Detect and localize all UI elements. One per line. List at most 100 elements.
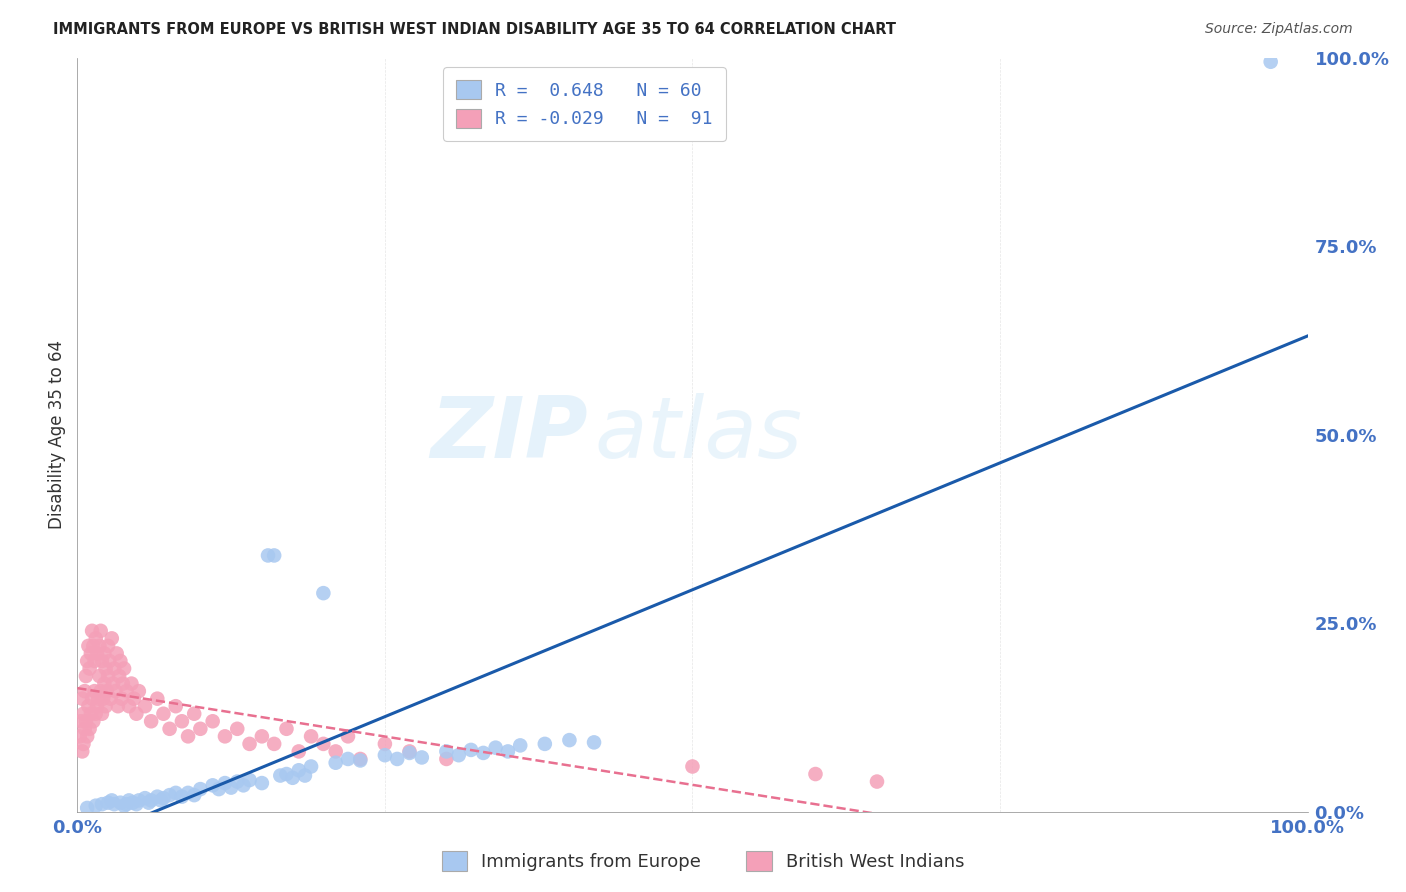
Point (170, 789, 193, 804)
Point (94, 661, 117, 675)
Point (128, 684, 150, 698)
Point (82, 624, 104, 638)
Point (111, 691, 132, 706)
Point (141, 793, 163, 807)
Point (82, 691, 104, 706)
Point (97, 796, 120, 810)
Point (183, 706, 205, 721)
Point (239, 737, 262, 751)
Point (90, 684, 112, 698)
Point (299, 730, 322, 744)
Point (349, 752, 371, 766)
Point (101, 632, 124, 646)
Point (325, 756, 347, 770)
Point (128, 793, 150, 807)
Legend: Immigrants from Europe, British West Indians: Immigrants from Europe, British West Ind… (434, 844, 972, 879)
Point (82, 639, 104, 653)
Point (325, 744, 347, 758)
Point (276, 722, 298, 736)
Text: Source: ZipAtlas.com: Source: ZipAtlas.com (1205, 22, 1353, 37)
Point (86, 699, 108, 714)
Point (75, 714, 97, 729)
Y-axis label: Disability Age 35 to 64: Disability Age 35 to 64 (48, 341, 66, 529)
Point (110, 796, 132, 810)
Point (115, 797, 138, 812)
Point (201, 778, 224, 792)
Point (90, 797, 114, 812)
Point (374, 748, 396, 763)
Point (121, 676, 143, 690)
Point (177, 786, 200, 800)
Point (108, 669, 131, 683)
Point (84, 706, 107, 721)
Point (90, 624, 112, 638)
Point (76, 730, 98, 744)
Point (219, 780, 242, 795)
Point (232, 778, 254, 792)
Point (1260, 54, 1282, 69)
Point (103, 661, 125, 675)
Point (250, 776, 273, 790)
Text: IMMIGRANTS FROM EUROPE VS BRITISH WEST INDIAN DISABILITY AGE 35 TO 64 CORRELATIO: IMMIGRANTS FROM EUROPE VS BRITISH WEST I… (53, 22, 897, 37)
Point (398, 744, 420, 758)
Point (75, 669, 97, 683)
Point (125, 706, 148, 721)
Point (104, 684, 127, 698)
Point (105, 647, 128, 661)
Point (208, 782, 231, 797)
Point (436, 744, 458, 758)
Point (398, 746, 420, 760)
Point (77, 639, 100, 653)
Point (214, 730, 236, 744)
Point (134, 699, 156, 714)
Point (387, 752, 409, 766)
Point (118, 699, 141, 714)
Point (91, 691, 114, 706)
Point (226, 722, 249, 736)
Point (534, 737, 557, 751)
Point (111, 676, 134, 690)
Point (299, 759, 322, 773)
Point (72, 706, 94, 721)
Point (70, 744, 93, 758)
Point (190, 782, 212, 797)
Point (170, 714, 193, 729)
Point (134, 791, 156, 805)
Point (263, 737, 285, 751)
Point (226, 774, 249, 789)
Point (112, 798, 135, 813)
Point (165, 699, 187, 714)
Point (79, 661, 101, 675)
Point (201, 714, 224, 729)
Point (485, 740, 508, 755)
Point (337, 752, 360, 766)
Point (72, 737, 94, 751)
Point (214, 776, 236, 790)
Point (101, 793, 124, 807)
Point (141, 714, 163, 729)
Point (288, 744, 311, 758)
Text: ZIP: ZIP (430, 393, 588, 476)
Point (312, 586, 335, 600)
Point (84, 632, 107, 646)
Point (138, 796, 160, 810)
Point (103, 797, 125, 812)
Point (177, 730, 200, 744)
Point (98, 654, 121, 668)
Point (73, 722, 96, 736)
Point (250, 730, 273, 744)
Point (76, 801, 98, 815)
Text: atlas: atlas (595, 393, 801, 476)
Point (349, 754, 371, 768)
Point (110, 654, 132, 668)
Point (89, 639, 111, 653)
Point (257, 549, 280, 563)
Point (150, 793, 173, 807)
Point (436, 752, 458, 766)
Point (118, 793, 141, 807)
Point (89, 669, 111, 683)
Point (447, 748, 470, 763)
Point (374, 737, 396, 751)
Point (121, 796, 143, 810)
Point (86, 647, 108, 661)
